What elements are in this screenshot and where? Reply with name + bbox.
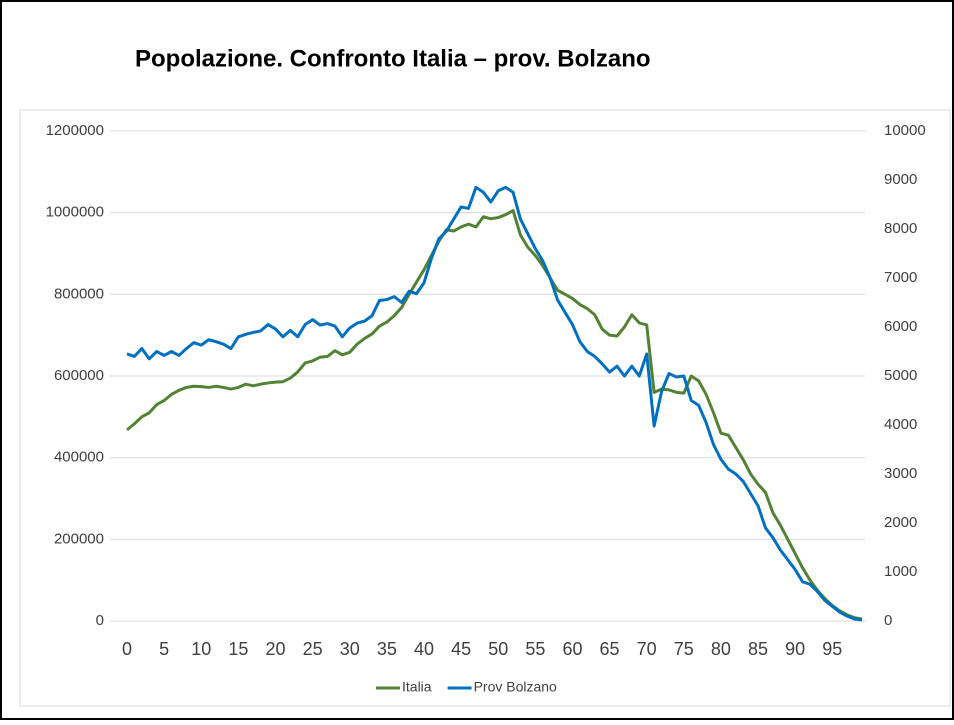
x-tick-label: 95 [822, 639, 842, 659]
x-tick-label: 55 [525, 639, 545, 659]
y-tick-label: 0 [96, 612, 104, 629]
y2-tick-label: 8000 [884, 220, 917, 237]
x-tick-label: 0 [122, 639, 132, 659]
y2-tick-label: 0 [884, 612, 892, 629]
series-line [126, 209, 863, 621]
y2-tick-label: 4000 [884, 416, 917, 433]
y2-tick-label: 9000 [884, 171, 917, 188]
x-tick-label: 50 [488, 639, 508, 659]
chart-area [19, 109, 951, 707]
y2-tick-label: 7000 [884, 269, 917, 286]
x-tick-label: 40 [414, 639, 434, 659]
x-tick-label: 20 [265, 639, 285, 659]
legend-label: Italia [402, 679, 432, 695]
x-tick-label: 70 [637, 639, 657, 659]
y-tick-label: 1000000 [46, 204, 104, 221]
chart-title: Popolazione. Confronto Italia – prov. Bo… [135, 45, 651, 72]
y2-tick-label: 1000 [884, 563, 917, 580]
x-tick-label: 25 [303, 639, 323, 659]
x-tick-label: 30 [340, 639, 360, 659]
y2-tick-label: 5000 [884, 367, 917, 384]
x-tick-label: 75 [674, 639, 694, 659]
y2-tick-label: 2000 [884, 514, 917, 531]
x-tick-label: 45 [451, 639, 471, 659]
x-tick-label: 10 [191, 639, 211, 659]
series-line [126, 185, 863, 622]
x-tick-label: 15 [228, 639, 248, 659]
y2-tick-label: 6000 [884, 318, 917, 335]
x-tick-label: 65 [600, 639, 620, 659]
legend-label: Prov Bolzano [474, 679, 557, 695]
x-tick-label: 90 [785, 639, 805, 659]
x-tick-label: 35 [377, 639, 397, 659]
y-tick-label: 400000 [54, 449, 104, 466]
x-tick-label: 60 [562, 639, 582, 659]
y-tick-label: 800000 [54, 285, 104, 302]
y2-tick-label: 10000 [884, 122, 926, 139]
x-tick-label: 85 [748, 639, 768, 659]
x-tick-label: 5 [159, 639, 169, 659]
x-tick-label: 80 [711, 639, 731, 659]
y-tick-label: 1200000 [46, 122, 104, 139]
y2-tick-label: 3000 [884, 465, 917, 482]
y-tick-label: 600000 [54, 367, 104, 384]
y-tick-label: 200000 [54, 530, 104, 547]
